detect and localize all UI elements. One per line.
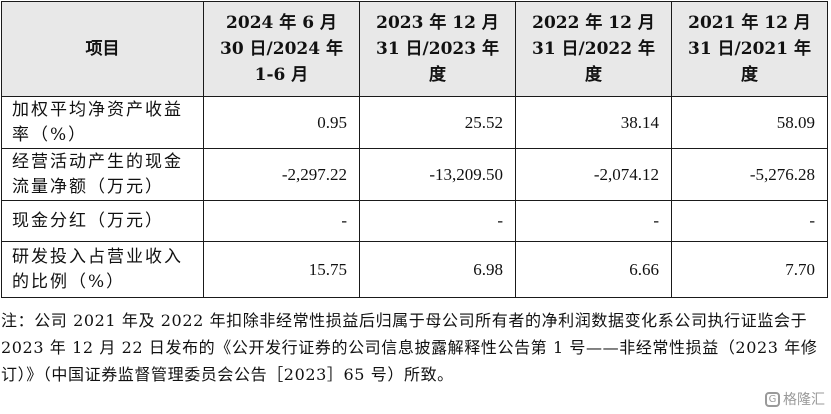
cell-value: 58.09: [671, 96, 828, 149]
cell-value: -: [359, 200, 516, 242]
table-header-row: 项目 2024 年 6 月 30 日/2024 年 1-6 月 2023 年 1…: [1, 1, 828, 97]
header-period-2024h1: 2024 年 6 月 30 日/2024 年 1-6 月: [203, 1, 360, 97]
footnote: 注：公司 2021 年及 2022 年扣除非经常性损益后归属于母公司所有者的净利…: [1, 311, 818, 384]
header-period-2021: 2021 年 12 月 31 日/2021 年 度: [671, 1, 828, 97]
cell-value: 7.70: [671, 241, 828, 298]
cell-value: -: [203, 200, 360, 242]
cell-value: -13,209.50: [359, 148, 516, 201]
cell-value: -2,297.22: [203, 148, 360, 201]
table-row-operating-cash-flow: 经营活动产生的现金流量净额（万元） -2,297.22 -13,209.50 -…: [1, 148, 828, 201]
financial-indicators-table: 项目 2024 年 6 月 30 日/2024 年 1-6 月 2023 年 1…: [1, 1, 828, 298]
cell-value: 6.98: [359, 241, 516, 298]
table-row-roe: 加权平均净资产收益率（%） 0.95 25.52 38.14 58.09: [1, 96, 828, 149]
header-period-2023: 2023 年 12 月 31 日/2023 年 度: [359, 1, 516, 97]
row-label: 研发投入占营业收入的比例（%）: [1, 241, 204, 298]
cell-value: -: [671, 200, 828, 242]
gelonghui-logo-icon: G: [765, 391, 780, 407]
row-label: 加权平均净资产收益率（%）: [1, 96, 204, 149]
watermark-text: 格隆汇: [783, 392, 825, 408]
cell-value: -5,276.28: [671, 148, 828, 201]
table-row-rd-ratio: 研发投入占营业收入的比例（%） 15.75 6.98 6.66 7.70: [1, 241, 828, 298]
cell-value: 15.75: [203, 241, 360, 298]
table-row-cash-dividend: 现金分红（万元） - - - -: [1, 200, 828, 242]
cell-value: 6.66: [515, 241, 672, 298]
cell-value: 25.52: [359, 96, 516, 149]
row-label: 经营活动产生的现金流量净额（万元）: [1, 148, 204, 201]
watermark: G 格隆汇: [765, 389, 825, 409]
header-item: 项目: [1, 1, 204, 97]
header-period-2022: 2022 年 12 月 31 日/2022 年 度: [515, 1, 672, 97]
cell-value: 0.95: [203, 96, 360, 149]
cell-value: -2,074.12: [515, 148, 672, 201]
row-label: 现金分红（万元）: [1, 200, 204, 242]
cell-value: -: [515, 200, 672, 242]
cell-value: 38.14: [515, 96, 672, 149]
